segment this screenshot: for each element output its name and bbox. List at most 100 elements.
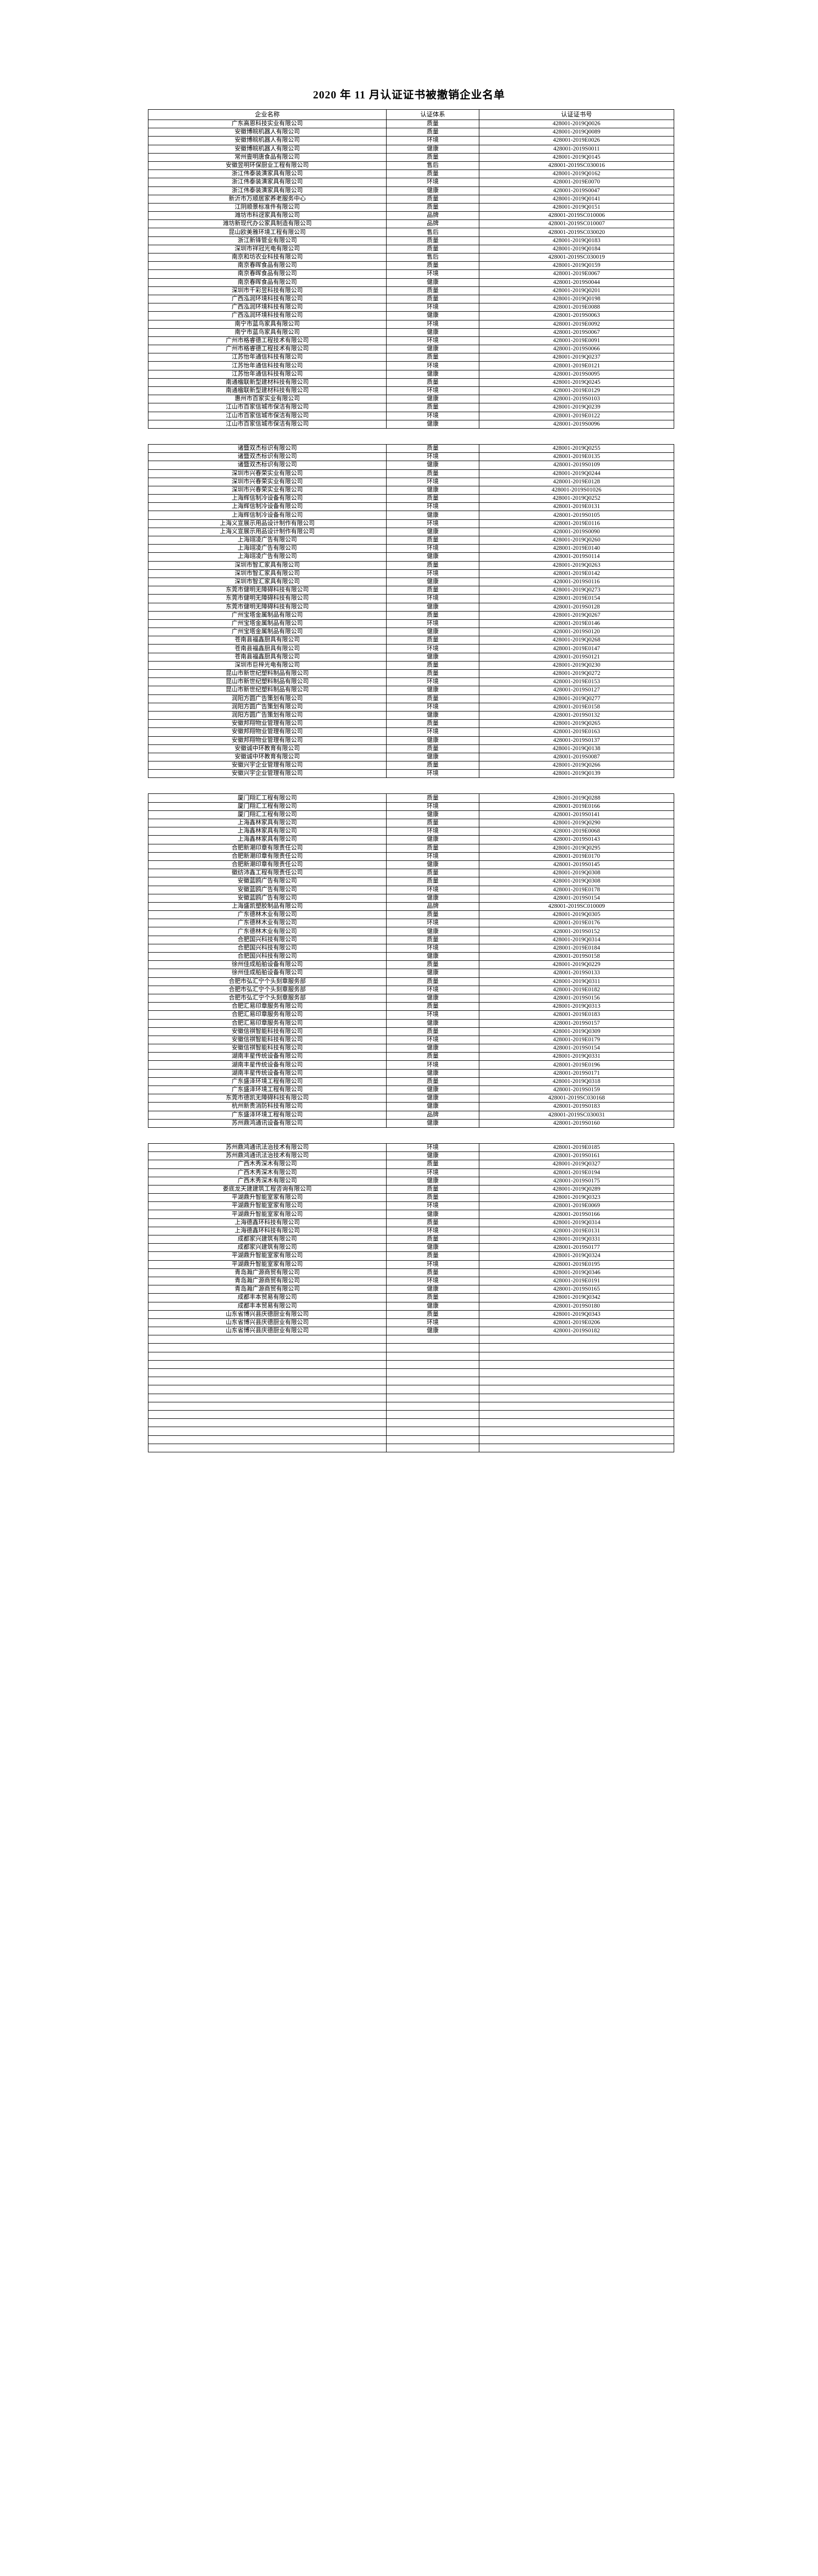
table-row: 潍坊新现代办公家具制造有限公司 品牌 428001-2019SC010007 <box>148 219 674 229</box>
cell-certification-system: 健康 <box>386 810 479 820</box>
cell-company-name: 江山市百家信城市保洁有限公司 <box>148 411 387 420</box>
table-row: 平湖鼎升智能室家有限公司 环境 428001-2019E0195 <box>148 1260 674 1269</box>
table-row: 深圳市智汇家具有限公司 环境 428001-2019E0142 <box>148 569 674 578</box>
cell-certification-system: 健康 <box>386 328 479 337</box>
cell-certificate-number: 428001-2019Q0265 <box>479 719 674 728</box>
cell-company-name: 厦门翔汇工程有限公司 <box>148 793 387 803</box>
table-row-empty <box>148 1377 674 1386</box>
table-row: 平湖鼎升智能室家有限公司 质量 428001-2019Q0323 <box>148 1193 674 1202</box>
table-row: 山东省博兴县庆德厨业有限公司 健康 428001-2019S0182 <box>148 1327 674 1336</box>
cell-certification-system: 健康 <box>386 710 479 720</box>
cell-company-name: 深圳市兴春荣实业有限公司 <box>148 469 387 478</box>
cell-company-name: 南通楹联新型建材科技有限公司 <box>148 386 387 396</box>
table-row: 成都丰本贸易有限公司 质量 428001-2019Q0342 <box>148 1293 674 1302</box>
table-row: 上海辉信制冷设备有限公司 健康 428001-2019S0105 <box>148 511 674 520</box>
cell-company-name: 山东省博兴县庆德厨业有限公司 <box>148 1327 387 1336</box>
cell-company-name: 合肥汇易印章服务有限公司 <box>148 1002 387 1011</box>
table-row: 杭州新贵消防科技有限公司 健康 428001-2019S0183 <box>148 1102 674 1111</box>
table-row: 深圳市巨梓光电有限公司 质量 428001-2019Q0230 <box>148 660 674 670</box>
table-row: 湖南丰星传统设备有限公司 质量 428001-2019Q0331 <box>148 1052 674 1061</box>
cell-certificate-number: 428001-2019E0131 <box>479 1226 674 1236</box>
cell-certification-system: 健康 <box>386 1069 479 1078</box>
cell-company-name: 南通楹联新型建材科技有限公司 <box>148 378 387 387</box>
cell-company-name: 合肥市弘汇宁个头刻章服务部 <box>148 985 387 994</box>
cell-certification-system: 质量 <box>386 535 479 545</box>
table-row: 南京和坊农业科技有限公司 售后 428001-2019SC030019 <box>148 252 674 262</box>
cell-certificate-number: 428001-2019E0182 <box>479 985 674 994</box>
cell-certificate-number: 428001-2019E0146 <box>479 619 674 629</box>
table-row: 深圳市智汇家具有限公司 健康 428001-2019S0116 <box>148 577 674 587</box>
cell-certificate-number: 428001-2019E0088 <box>479 303 674 312</box>
cell-certification-system: 健康 <box>386 835 479 844</box>
table-row: 广东盛泽环境工程有限公司 健康 428001-2019S0159 <box>148 1085 674 1095</box>
cell-certification-system: 售后 <box>386 252 479 262</box>
cell-certification-system: 健康 <box>386 311 479 320</box>
cell-certification-system: 质量 <box>386 1234 479 1244</box>
cell-company-name: 湖南丰星传统设备有限公司 <box>148 1069 387 1078</box>
cell-company-name: 浙江新锋管业有限公司 <box>148 236 387 245</box>
table-row-empty <box>148 1401 674 1411</box>
cell-company-name: 上海鑫林家具有限公司 <box>148 835 387 844</box>
table-row: 昆山欧美雅环境工程有限公司 售后 428001-2019SC030020 <box>148 228 674 237</box>
table-row: 南京春晖食品有限公司 健康 428001-2019S0044 <box>148 278 674 287</box>
table-row: 深圳市智汇家具有限公司 质量 428001-2019Q0263 <box>148 561 674 570</box>
table-row: 上海翊凌广告有限公司 质量 428001-2019Q0260 <box>148 535 674 545</box>
table-row: 广东盛泽环境工程有限公司 质量 428001-2019Q0318 <box>148 1077 674 1087</box>
table-row: 上海翊凌广告有限公司 环境 428001-2019E0140 <box>148 544 674 553</box>
table-row: 合肥汇易印章服务有限公司 质量 428001-2019Q0313 <box>148 1002 674 1011</box>
cell-certification-system: 品牌 <box>386 219 479 229</box>
cell-company-name: 南宁市蓝鸟家具有限公司 <box>148 319 387 329</box>
table-row: 南通楹联新型建材科技有限公司 质量 428001-2019Q0245 <box>148 378 674 387</box>
cell-company-name: 上海辉信制冷设备有限公司 <box>148 511 387 520</box>
table-row: 江苏怡年通信科技有限公司 质量 428001-2019Q0237 <box>148 353 674 362</box>
cell-certification-system: 质量 <box>386 761 479 770</box>
cell-certificate-number: 428001-2019S0109 <box>479 461 674 470</box>
cell-certificate-number: 428001-2019SC030016 <box>479 161 674 171</box>
cell-certificate-number: 428001-2019S0047 <box>479 186 674 195</box>
cell-company-name: 成都丰本贸易有限公司 <box>148 1293 387 1302</box>
cell-certification-system: 环境 <box>386 477 479 486</box>
cell-company-name: 青岛瀚广源商贸有限公司 <box>148 1268 387 1277</box>
table-row: 广西泓润环境科技有限公司 健康 428001-2019S0063 <box>148 311 674 320</box>
cell-certificate-number: 428001-2019E0069 <box>479 1201 674 1211</box>
cell-company-name: 合肥汇易印章服务有限公司 <box>148 1010 387 1020</box>
cell-certification-system: 环境 <box>386 569 479 578</box>
cell-company-name: 昆山市新世纪塑料制品有限公司 <box>148 686 387 695</box>
cell-company-name: 娄底龙天建建筑工程咨询有限公司 <box>148 1184 387 1194</box>
cell-certificate-number: 428001-2019S0137 <box>479 736 674 745</box>
table-body-block-4: 苏州鼎鸿通讯法治技术有限公司 环境 428001-2019E0185 苏州鼎鸿通讯法治… <box>148 1143 674 1452</box>
cell-company-name: 诸暨双杰标识有限公司 <box>148 452 387 462</box>
table-row: 青岛瀚广源商贸有限公司 健康 428001-2019S0165 <box>148 1285 674 1294</box>
cell-certificate-number: 428001-2019S0067 <box>479 328 674 337</box>
cell-certificate-number: 428001-2019E0179 <box>479 1035 674 1045</box>
cell-certificate-number: 428001-2019S0145 <box>479 860 674 870</box>
table-row: 成都家兴建筑有限公司 健康 428001-2019S0177 <box>148 1243 674 1252</box>
cell-certificate-number: 428001-2019S0095 <box>479 369 674 379</box>
cell-certificate-number: 428001-2019S0127 <box>479 686 674 695</box>
cell-certificate-number: 428001-2019S0177 <box>479 1243 674 1252</box>
cell-empty <box>148 1393 387 1402</box>
table-row: 山东省博兴县庆德厨业有限公司 质量 428001-2019Q0343 <box>148 1310 674 1319</box>
cell-certificate-number: 428001-2019Q0237 <box>479 353 674 362</box>
cell-empty <box>386 1393 479 1402</box>
table-row: 润阳方圆广告策划有限公司 环境 428001-2019E0158 <box>148 702 674 711</box>
cell-company-name: 山东省博兴县庆德厨业有限公司 <box>148 1310 387 1319</box>
cell-company-name: 成都丰本贸易有限公司 <box>148 1301 387 1311</box>
table-row-empty <box>148 1368 674 1378</box>
cell-certification-system: 环境 <box>386 1168 479 1177</box>
cell-certificate-number: 428001-2019Q0295 <box>479 843 674 853</box>
table-row: 南宁市蓝鸟家具有限公司 环境 428001-2019E0092 <box>148 319 674 329</box>
cell-empty <box>148 1360 387 1369</box>
cell-empty <box>386 1418 479 1428</box>
cell-certificate-number: 428001-2019Q0255 <box>479 444 674 453</box>
cell-certificate-number: 428001-2019Q0089 <box>479 128 674 137</box>
cell-certification-system: 健康 <box>386 419 479 429</box>
table-row: 广州市格睿德工程技术有限公司 环境 428001-2019E0091 <box>148 336 674 346</box>
table-row: 昆山市新世纪塑料制品有限公司 质量 428001-2019Q0272 <box>148 669 674 679</box>
column-header-certification-system: 认证体系 <box>386 109 479 120</box>
table-row: 浙江伟泰装潢家具有限公司 质量 428001-2019Q0162 <box>148 170 674 179</box>
table-row: 湖南丰星传统设备有限公司 健康 428001-2019S0171 <box>148 1069 674 1078</box>
revoked-certificates-table: 企业名称 认证体系 认证证书号 广东高恩科技实业有限公司 质量 428001-201… <box>148 109 674 429</box>
column-header-certificate-number: 认证证书号 <box>479 109 674 120</box>
cell-company-name: 苏州鼎鸿通讯法治技术有限公司 <box>148 1151 387 1161</box>
